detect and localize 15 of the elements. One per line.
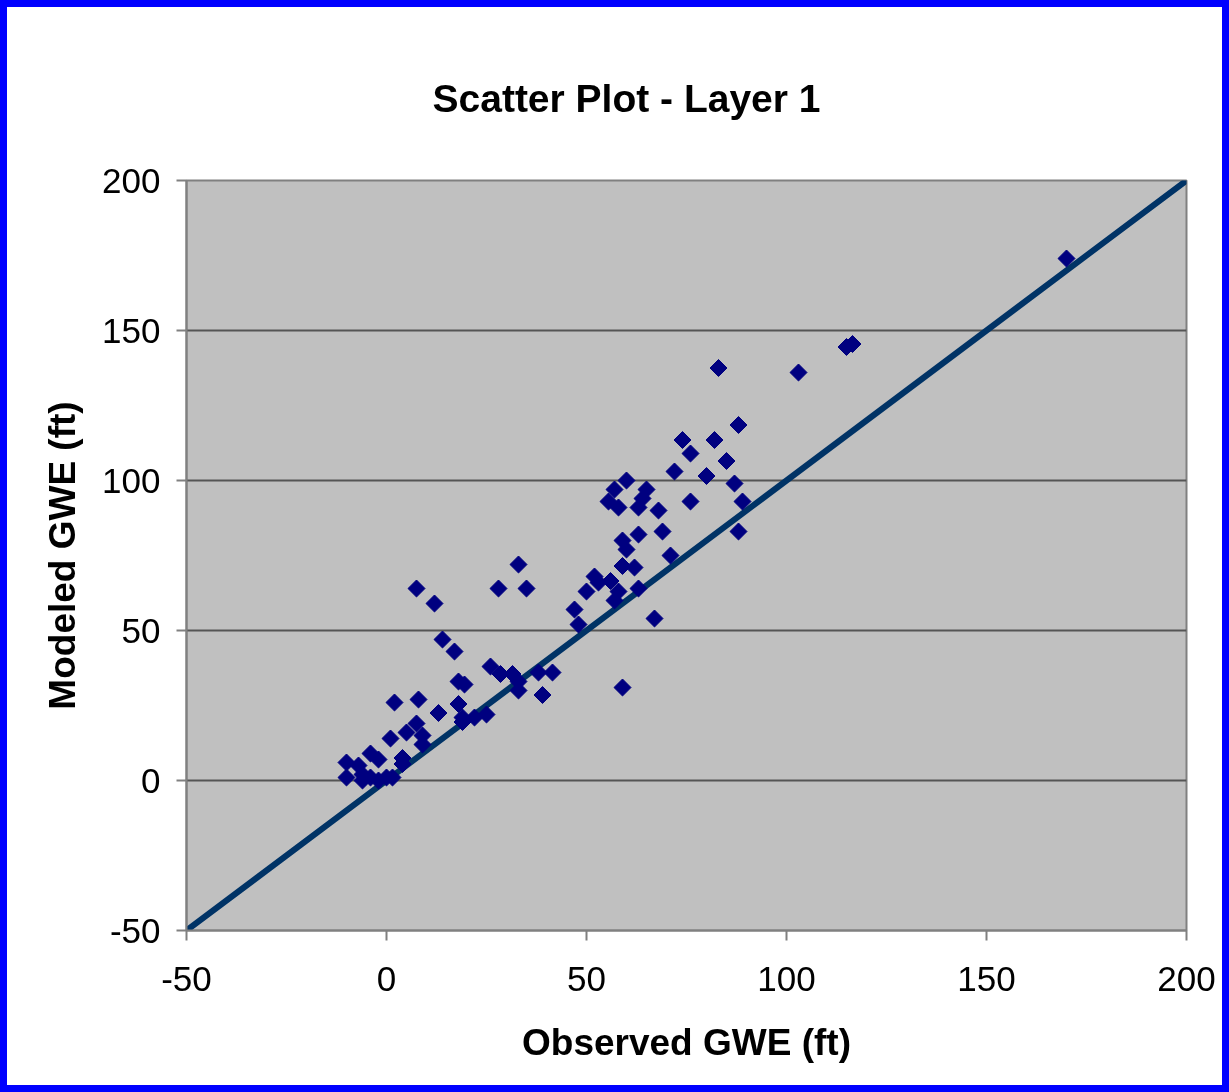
x-tick-label: 150 bbox=[957, 958, 1016, 998]
y-tick-label: 100 bbox=[102, 460, 161, 500]
chart-title: Scatter Plot - Layer 1 bbox=[432, 76, 821, 120]
y-axis-title: Modeled GWE (ft) bbox=[42, 401, 84, 710]
y-tick-label: -50 bbox=[109, 910, 161, 950]
x-tick-label: -50 bbox=[161, 958, 212, 998]
x-axis-title: Observed GWE (ft) bbox=[522, 1021, 851, 1063]
y-tick-label: 50 bbox=[121, 610, 161, 650]
x-tick-label: 100 bbox=[757, 958, 816, 998]
y-tick-label: 200 bbox=[102, 160, 161, 200]
x-tick-label: 200 bbox=[1157, 958, 1216, 998]
y-tick-label: 0 bbox=[141, 760, 161, 800]
y-tick-label: 150 bbox=[102, 310, 161, 350]
x-tick-label: 0 bbox=[376, 958, 397, 998]
x-tick-label: 50 bbox=[567, 958, 606, 998]
